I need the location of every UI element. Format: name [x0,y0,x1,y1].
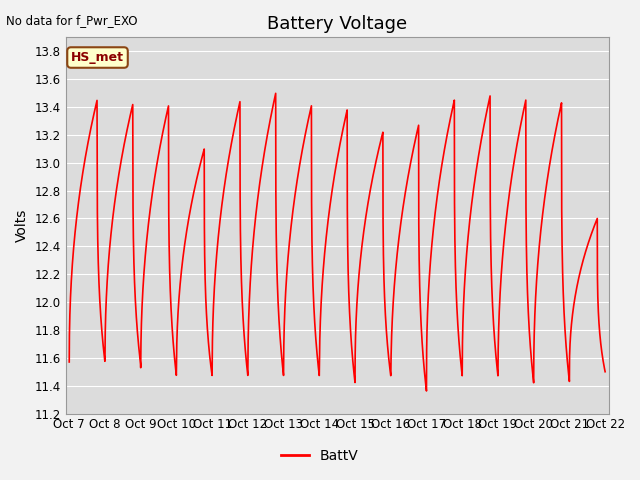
Legend: BattV: BattV [276,443,364,468]
Y-axis label: Volts: Volts [15,209,29,242]
Text: No data for f_Pwr_EXO: No data for f_Pwr_EXO [6,14,138,27]
Title: Battery Voltage: Battery Voltage [267,15,407,33]
Text: HS_met: HS_met [71,51,124,64]
